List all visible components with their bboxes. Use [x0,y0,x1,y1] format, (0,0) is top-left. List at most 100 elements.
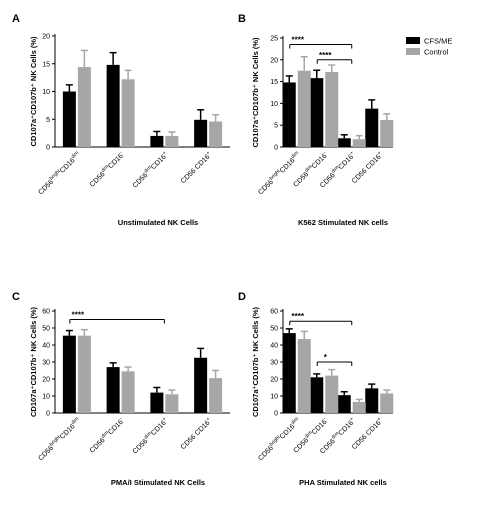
significance-label: * [324,353,328,362]
panel-letter: A [12,13,20,25]
y-tick-label: 15 [270,79,278,86]
bar-cfsme-3 [194,357,208,413]
bar-cfsme-2 [337,395,351,413]
bar-cfsme-1 [310,377,324,413]
y-axis-label: CD107a⁺CD107b⁺ NK Cells (%) [251,37,260,148]
panel-c: C 0 10 20 30 40 50 60 CD107a⁺CD107b⁺ NK Cells (%… [12,291,230,487]
y-axis-label: CD107a⁺CD107b⁺ NK Cells (%) [251,306,260,417]
x-tick-label: CD56dimCD16+ [130,150,170,190]
panel-letter: C [12,291,20,303]
y-tick-label: 20 [42,34,50,41]
y-tick-label: 0 [274,145,278,152]
bar-cfsme-1 [310,78,324,147]
y-axis-label: CD107a⁺CD107b⁺ NK Cells (%) [29,36,38,147]
bar-control-2 [165,135,179,147]
bar-control-3 [209,121,223,147]
y-tick-label: 0 [46,145,50,152]
panel-d: D 0 10 20 30 40 50 60 CD107a⁺CD107b⁺ NK Cells (%… [238,291,394,487]
y-tick-label: 50 [270,326,278,333]
y-tick-label: 0 [274,411,278,418]
y-axis-label: CD107a⁺CD107b⁺ NK Cells (%) [29,306,38,417]
y-tick-label: 20 [42,377,50,384]
x-tick-label: CD56 CD16+ [350,416,385,451]
panel-subtitle: PMA/I Stimulated NK Cells [111,478,205,487]
x-tick-label: CD56brightCD16dim [256,416,302,462]
panel-a: A 0 5 10 15 20 CD107a⁺CD107b⁺ NK Cells (%) CD56… [12,13,230,227]
x-tick-label: CD56brightCD16dim [256,150,302,196]
y-tick-label: 10 [270,394,278,401]
panel-letter: B [238,13,246,25]
y-tick-label: 10 [270,101,278,108]
bar-cfsme-2 [150,135,164,147]
panel-subtitle: PHA Stimulated NK cells [299,478,387,487]
bar-control-3 [380,119,394,147]
bar-cfsme-3 [365,388,379,413]
bar-cfsme-0 [62,335,76,413]
y-tick-label: 30 [270,360,278,367]
significance-bracket: **** [69,311,165,324]
legend-swatch [406,48,420,55]
legend-swatch [406,37,420,44]
y-tick-label: 20 [270,377,278,384]
y-tick-label: 15 [42,61,50,68]
x-tick-label: CD56 CD16+ [178,416,213,451]
x-tick-label: CD56dimCD16- [87,416,126,455]
bar-cfsme-0 [282,82,296,147]
bar-control-0 [77,67,91,147]
y-tick-label: 40 [42,343,50,350]
significance-label: **** [292,312,305,321]
y-tick-label: 10 [42,89,50,96]
bar-cfsme-2 [150,392,164,413]
x-tick-label: CD56 CD16+ [350,150,385,185]
panel-letter: D [238,291,246,303]
bar-control-3 [209,378,223,413]
significance-label: **** [72,311,85,320]
x-tick-label: CD56dimCD16+ [130,416,170,456]
bar-control-1 [325,375,339,413]
bar-control-2 [165,394,179,413]
bar-control-3 [380,393,394,413]
x-tick-label: CD56brightCD16dim [36,150,82,196]
x-tick-label: CD56dimCD16- [87,150,126,189]
bar-cfsme-1 [106,367,120,413]
bar-control-2 [352,401,366,413]
bar-cfsme-3 [365,108,379,147]
bar-cfsme-3 [194,119,208,147]
y-tick-label: 60 [42,309,50,316]
bar-cfsme-2 [337,138,351,147]
y-tick-label: 30 [42,360,50,367]
x-tick-label: CD56 CD16+ [178,150,213,185]
y-tick-label: 10 [42,394,50,401]
bar-cfsme-0 [282,333,296,413]
bar-control-1 [325,72,339,147]
significance-bracket: * [316,353,353,366]
bar-control-0 [297,339,311,413]
y-tick-label: 25 [270,36,278,43]
bar-control-0 [77,335,91,413]
legend-label: Control [424,48,449,57]
panel-b: B 0 5 10 15 20 25 CD107a⁺CD107b⁺ NK Cells (%) CD… [238,13,394,227]
significance-bracket: **** [289,36,353,49]
y-tick-label: 5 [46,117,50,124]
bar-control-2 [352,139,366,147]
significance-bracket: **** [289,312,353,326]
y-tick-label: 50 [42,326,50,333]
panel-subtitle: Unstimulated NK Cells [118,218,198,227]
y-tick-label: 0 [46,411,50,418]
bar-cfsme-0 [62,91,76,147]
significance-label: **** [292,36,305,45]
y-tick-label: 60 [270,309,278,316]
bar-cfsme-1 [106,64,120,147]
significance-bracket: **** [316,51,353,64]
y-tick-label: 40 [270,343,278,350]
legend-label: CFS/ME [424,37,452,46]
y-tick-label: 5 [274,123,278,130]
panel-subtitle: K562 Stimulated NK cells [298,218,388,227]
y-tick-label: 20 [270,57,278,64]
bar-control-1 [121,79,135,147]
legend: CFS/ME Control [406,37,452,57]
bar-control-1 [121,371,135,413]
x-tick-label: CD56brightCD16dim [36,416,82,462]
bar-control-0 [297,70,311,147]
